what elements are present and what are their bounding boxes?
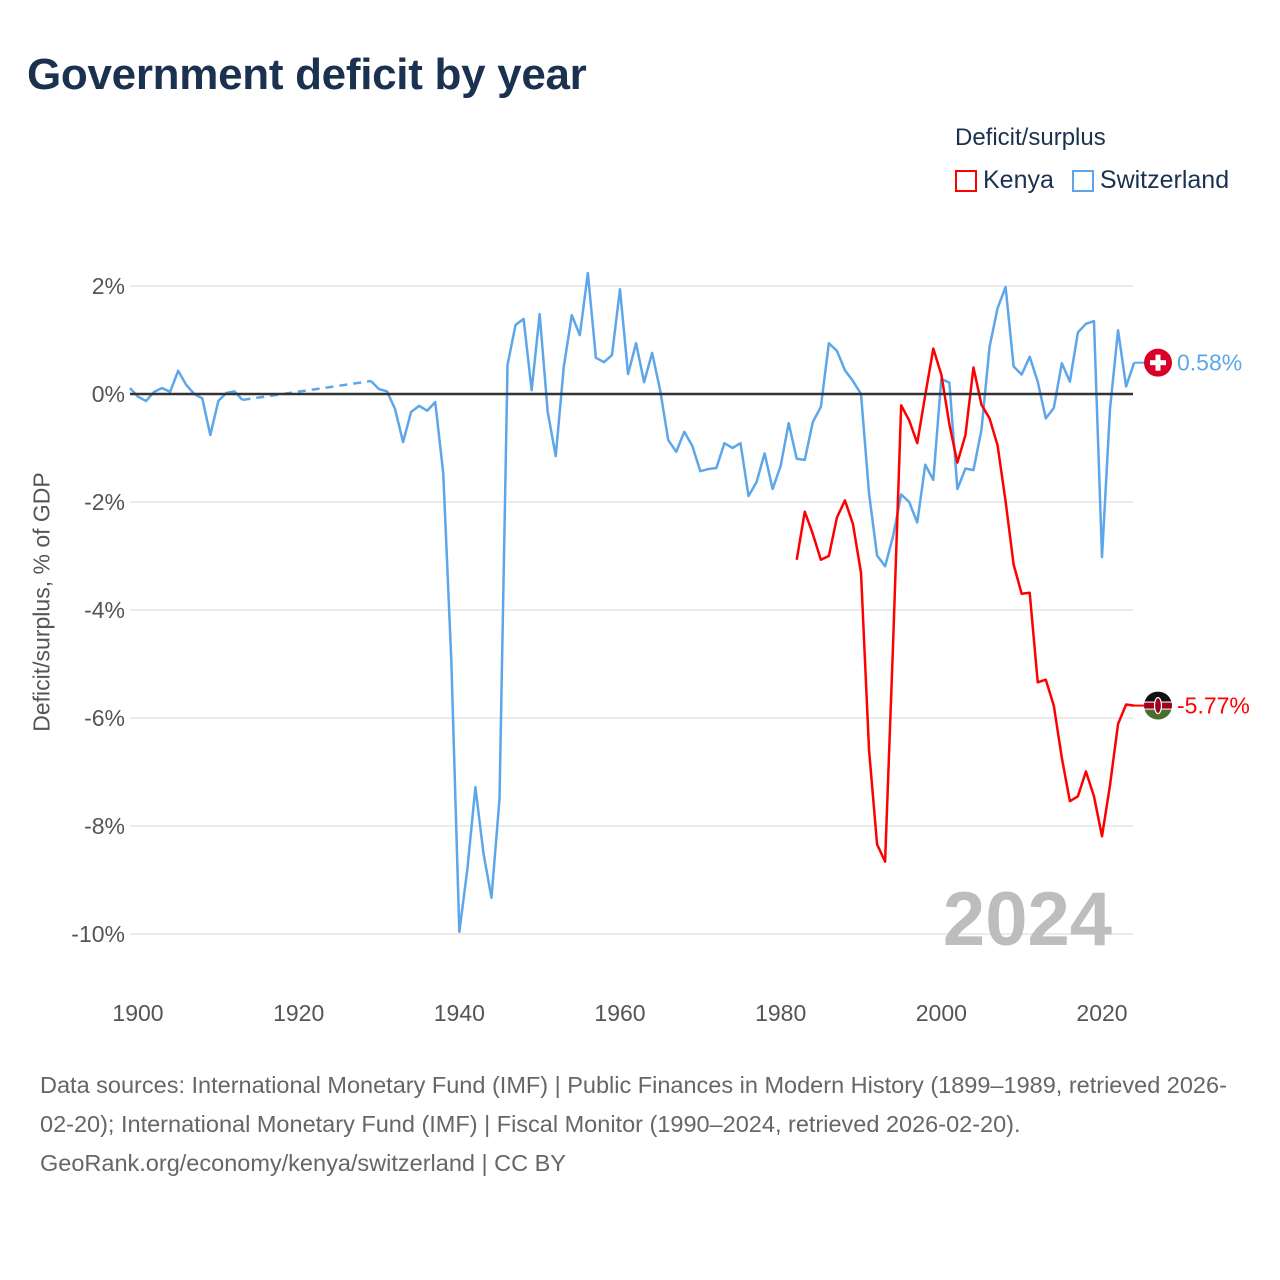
series-gap-switzerland bbox=[242, 379, 372, 402]
y-tick-label: -4% bbox=[84, 597, 125, 623]
end-value-label: -5.77% bbox=[1177, 693, 1250, 719]
x-tick-label: 1920 bbox=[273, 1000, 324, 1026]
end-value-label: 0.58% bbox=[1177, 350, 1242, 376]
footer: Data sources: International Monetary Fun… bbox=[40, 1066, 1240, 1183]
credit-link[interactable]: GeoRank.org/economy/kenya/switzerland | … bbox=[40, 1150, 566, 1176]
legend-swatch-switzerland bbox=[1071, 169, 1094, 192]
legend-title: Deficit/surplus bbox=[955, 124, 1106, 151]
y-tick-label: 2% bbox=[92, 273, 125, 299]
x-tick-label: 2000 bbox=[916, 1000, 967, 1026]
y-tick-label: -2% bbox=[84, 489, 125, 515]
series-line-kenya bbox=[795, 347, 1135, 863]
series-line-switzerland bbox=[129, 369, 244, 437]
x-tick-label: 1940 bbox=[434, 1000, 485, 1026]
legend: Kenya Switzerland bbox=[955, 166, 1229, 195]
year-annotation: 2024 bbox=[943, 877, 1112, 962]
x-tick-label: 2020 bbox=[1076, 1000, 1127, 1026]
series-line-switzerland bbox=[370, 271, 1136, 934]
legend-item-kenya[interactable]: Kenya bbox=[955, 166, 1054, 195]
chart-title: Government deficit by year bbox=[27, 50, 587, 99]
y-tick-label: 0% bbox=[92, 381, 125, 407]
x-tick-label: 1900 bbox=[112, 1000, 163, 1026]
legend-label-kenya: Kenya bbox=[983, 166, 1054, 194]
flag-stripes bbox=[1144, 691, 1172, 720]
x-tick-label: 1960 bbox=[594, 1000, 645, 1026]
legend-label-switzerland: Switzerland bbox=[1099, 166, 1230, 194]
legend-item-switzerland[interactable]: Switzerland bbox=[1071, 166, 1230, 195]
y-tick-label: -8% bbox=[84, 813, 125, 839]
legend-swatch-kenya bbox=[955, 169, 977, 192]
data-sources: Data sources: International Monetary Fun… bbox=[40, 1072, 1227, 1137]
x-tick-label: 1980 bbox=[755, 1000, 806, 1026]
flag-cross bbox=[1150, 360, 1166, 366]
kenya-flag-icon bbox=[1144, 691, 1172, 720]
stripe-black bbox=[1144, 691, 1172, 702]
shield bbox=[1153, 696, 1163, 715]
switzerland-flag-icon bbox=[1144, 348, 1172, 377]
stripe-green bbox=[1144, 709, 1172, 720]
y-tick-label: -6% bbox=[84, 705, 125, 731]
y-tick-label: -10% bbox=[71, 921, 125, 947]
